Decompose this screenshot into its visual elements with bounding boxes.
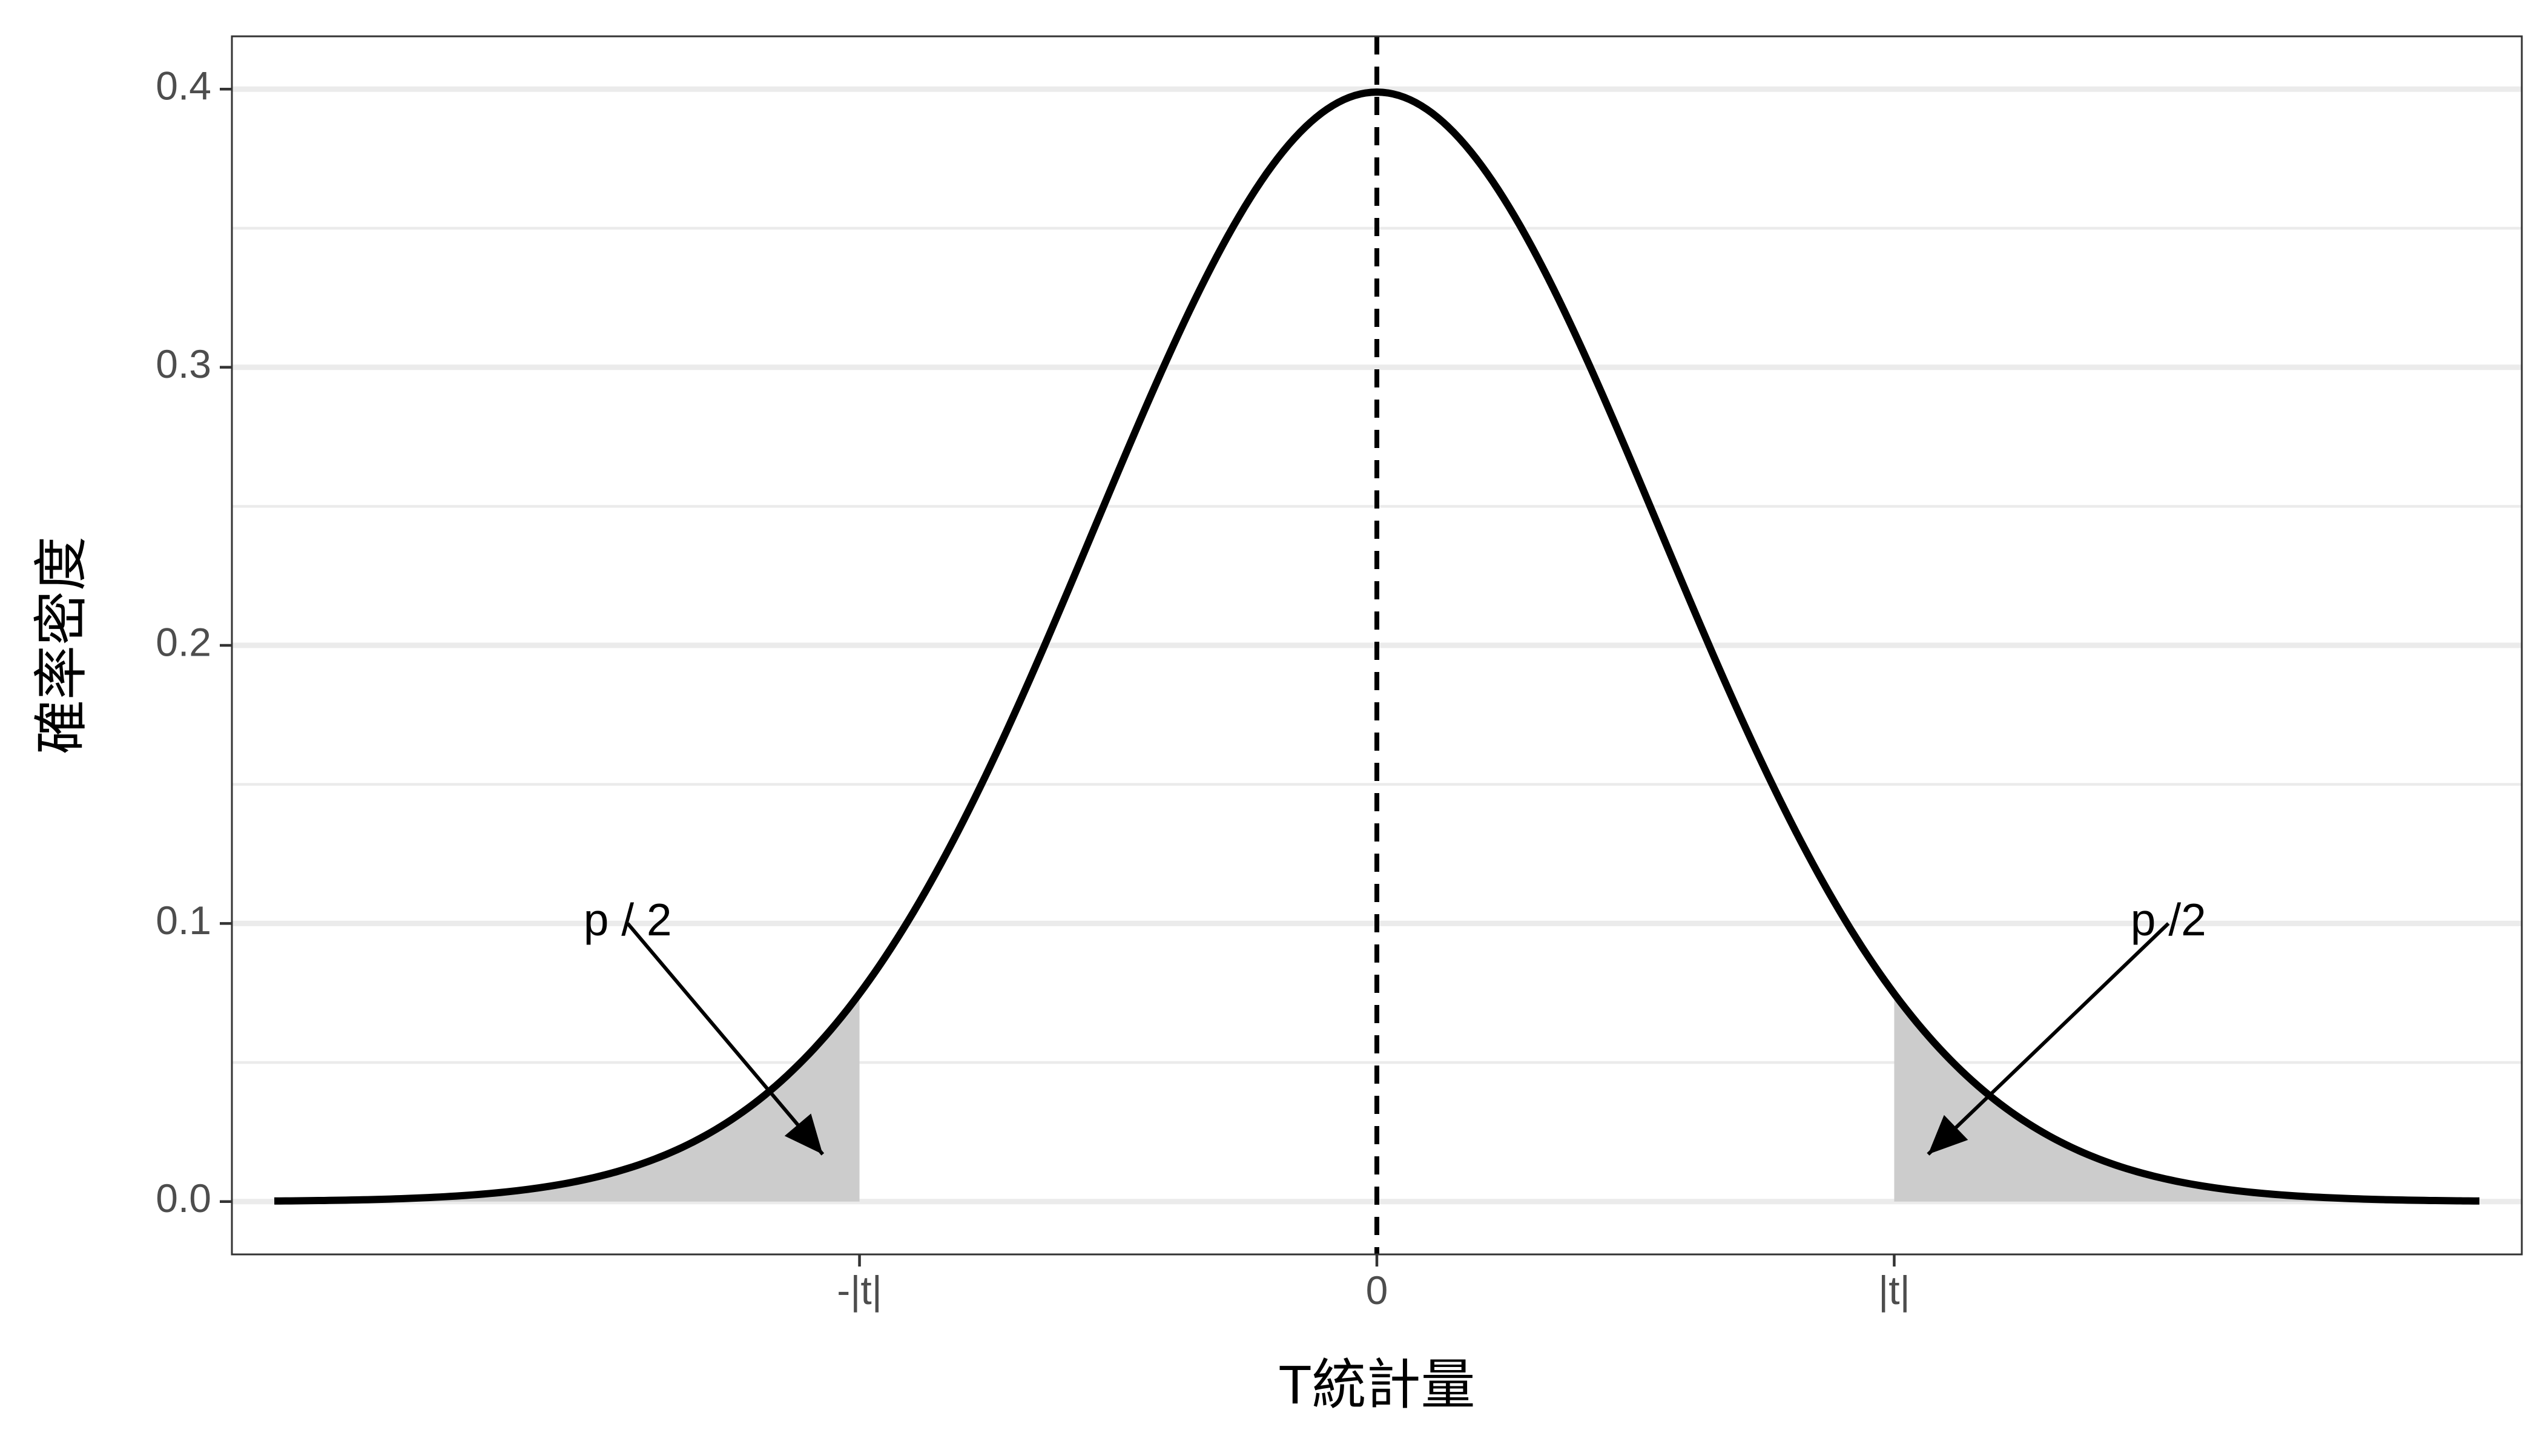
left-arrowhead	[784, 1113, 823, 1155]
x-axis-title: T統計量	[1279, 1355, 1476, 1415]
x-tick-label: |t|	[1878, 1268, 1910, 1313]
curve-layer	[274, 88, 2480, 1205]
y-tick-label: 0.3	[156, 341, 211, 386]
y-tick-label: 0.4	[156, 64, 211, 108]
left-annotation-label: p / 2	[584, 894, 672, 945]
right-annotation-label: p /2	[2131, 894, 2206, 945]
y-tick-label: 0.1	[156, 898, 211, 943]
shade-layer	[274, 993, 2479, 1202]
y-axis-title: 確率密度	[31, 536, 92, 754]
axis-layer: 0.0 0.1 0.2 0.3 0.4 -|t| 0 |t|	[156, 64, 1910, 1313]
y-tick-label: 0.0	[156, 1176, 211, 1220]
annotation-layer: p / 2 p /2	[584, 894, 2206, 1156]
y-tick-label: 0.2	[156, 619, 211, 664]
left-tail-shade	[274, 993, 860, 1202]
right-tail-shade	[1894, 993, 2479, 1202]
right-arrowhead	[1928, 1115, 1968, 1155]
density-curve	[274, 88, 2480, 1205]
right-annotation-arrow	[1927, 922, 2170, 1156]
x-tick-label: -|t|	[837, 1268, 882, 1313]
left-annotation-arrow	[626, 922, 825, 1156]
x-tick-label: 0	[1366, 1268, 1388, 1313]
